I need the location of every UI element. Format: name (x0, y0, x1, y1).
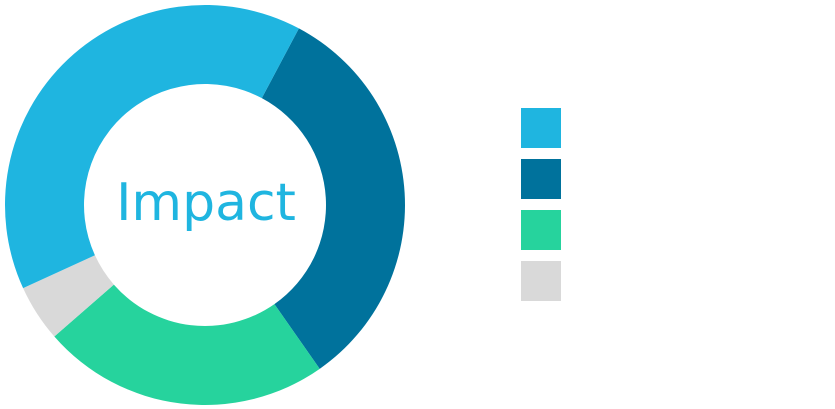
legend-swatch (521, 261, 561, 301)
donut-slice (5, 4, 299, 289)
donut-slice (23, 255, 114, 337)
legend-swatch (521, 108, 561, 148)
donut-slice (261, 28, 405, 369)
legend-swatch (521, 210, 561, 250)
center-label: Impact (116, 173, 296, 233)
legend-swatch (521, 159, 561, 199)
donut-slices (5, 4, 405, 405)
donut-slice (54, 284, 320, 405)
legend (521, 108, 561, 312)
donut-chart: Impact (5, 4, 405, 405)
